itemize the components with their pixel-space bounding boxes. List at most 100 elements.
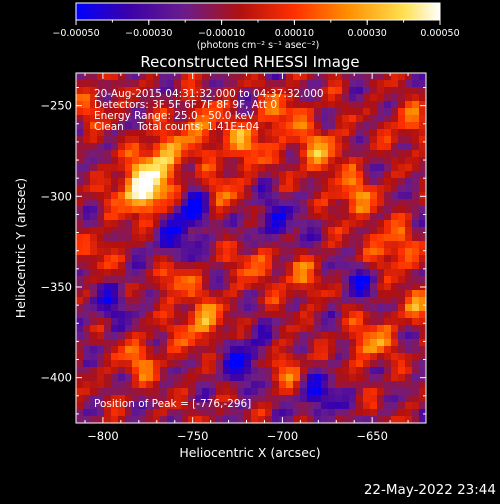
heatmap-cell [265, 346, 273, 354]
heatmap-cell [139, 374, 147, 382]
heatmap-cell [216, 304, 224, 312]
heatmap-cell [300, 304, 308, 312]
heatmap-cell [167, 332, 175, 340]
heatmap-cell [174, 262, 182, 270]
heatmap-cell [342, 269, 350, 277]
heatmap-cell [174, 234, 182, 242]
heatmap-cell [139, 262, 147, 270]
heatmap-cell [76, 297, 84, 305]
heatmap-cell [83, 213, 91, 221]
heatmap-cell [391, 87, 399, 95]
heatmap-cell [258, 269, 266, 277]
heatmap-cell [349, 171, 357, 179]
heatmap-cell [83, 206, 91, 214]
heatmap-cell [90, 290, 98, 298]
heatmap-cell [349, 297, 357, 305]
heatmap-cell [167, 192, 175, 200]
heatmap-cell [174, 388, 182, 396]
heatmap-cell [104, 192, 112, 200]
heatmap-cell [286, 73, 294, 81]
heatmap-cell [181, 122, 189, 130]
heatmap-cell [356, 213, 364, 221]
heatmap-cell [286, 290, 294, 298]
heatmap-cell [223, 220, 231, 228]
heatmap-cell [244, 339, 252, 347]
heatmap-cell [223, 87, 231, 95]
heatmap-cell [244, 276, 252, 284]
heatmap-cell [230, 255, 238, 263]
heatmap-cell [83, 339, 91, 347]
heatmap-cell [146, 227, 154, 235]
heatmap-cell [139, 346, 147, 354]
heatmap-cell [286, 297, 294, 305]
heatmap-cell [209, 213, 217, 221]
heatmap-cell [104, 353, 112, 361]
heatmap-cell [377, 311, 385, 319]
heatmap-cell [125, 360, 133, 368]
heatmap-cell [363, 101, 371, 109]
heatmap-cell [377, 262, 385, 270]
heatmap-cell [321, 94, 329, 102]
heatmap-cell [384, 178, 392, 186]
heatmap-cell [132, 304, 140, 312]
heatmap-cell [405, 297, 413, 305]
heatmap-cell [391, 164, 399, 172]
heatmap-cell [272, 360, 280, 368]
heatmap-cell [153, 325, 161, 333]
heatmap-cell [279, 227, 287, 235]
heatmap-cell [202, 73, 210, 81]
heatmap-cell [356, 409, 364, 417]
heatmap-cell [125, 346, 133, 354]
heatmap-cell [258, 80, 266, 88]
heatmap-cell [209, 115, 217, 123]
heatmap-cell [363, 136, 371, 144]
heatmap-cell [398, 262, 406, 270]
heatmap-cell [244, 178, 252, 186]
heatmap-cell [160, 220, 168, 228]
heatmap-cell [419, 353, 427, 361]
heatmap-cell [349, 311, 357, 319]
heatmap-cell [118, 381, 126, 389]
heatmap-cell [328, 241, 336, 249]
heatmap-cell [279, 283, 287, 291]
heatmap-cell [328, 248, 336, 256]
heatmap-cell [265, 381, 273, 389]
heatmap-cell [391, 304, 399, 312]
heatmap-cell [181, 227, 189, 235]
colorbar-ticks: −0.00050 −0.00030 −0.00010 0.00010 0.00030 0.… [52, 20, 460, 39]
heatmap-cell [405, 213, 413, 221]
heatmap-cell [195, 416, 203, 424]
heatmap-cell [265, 206, 273, 214]
heatmap-cell [342, 94, 350, 102]
heatmap-cell [272, 395, 280, 403]
heatmap-cell [342, 122, 350, 130]
heatmap-cell [328, 157, 336, 165]
heatmap-cell [76, 213, 84, 221]
heatmap-cell [83, 283, 91, 291]
heatmap-cell [251, 374, 259, 382]
heatmap-cell [272, 367, 280, 375]
heatmap-cell [139, 101, 147, 109]
heatmap-cell [405, 136, 413, 144]
heatmap-cell [139, 402, 147, 410]
heatmap-cell [384, 185, 392, 193]
heatmap-cell [363, 87, 371, 95]
heatmap-cell [174, 143, 182, 151]
heatmap-cell [174, 332, 182, 340]
heatmap-cell [342, 311, 350, 319]
heatmap-cell [279, 388, 287, 396]
heatmap-cell [244, 150, 252, 158]
heatmap-cell [76, 164, 84, 172]
heatmap-cell [384, 360, 392, 368]
heatmap-cell [412, 164, 420, 172]
heatmap-cell [97, 143, 105, 151]
heatmap-cell [97, 115, 105, 123]
heatmap-cell [104, 80, 112, 88]
heatmap-cell [342, 276, 350, 284]
heatmap-cell [265, 241, 273, 249]
heatmap-cell [307, 367, 315, 375]
heatmap-cell [153, 409, 161, 417]
heatmap-cell [223, 122, 231, 130]
heatmap-cell [174, 269, 182, 277]
